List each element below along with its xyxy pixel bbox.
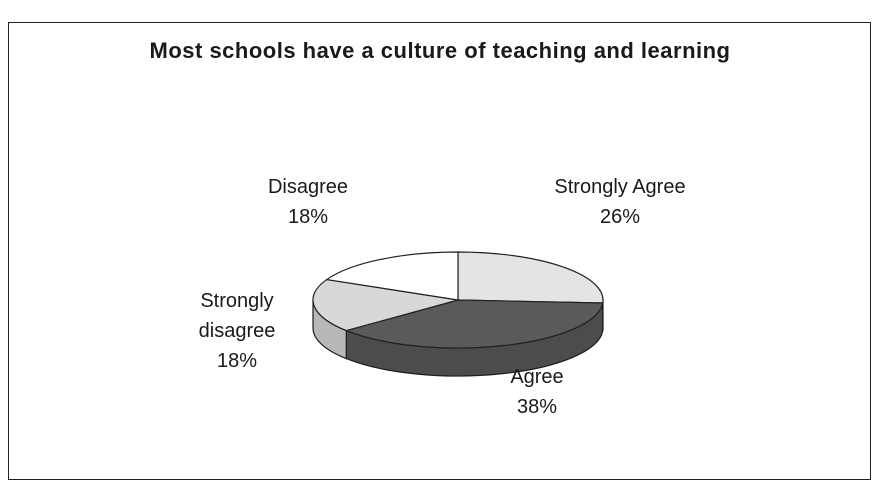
category-label: Strongly Agree	[554, 176, 686, 198]
value-label: 38%	[516, 396, 558, 418]
chart-title: Most schools have a culture of teaching …	[149, 38, 731, 63]
chart-frame	[8, 22, 871, 480]
value-label: 26%	[599, 206, 641, 228]
value-label: 18%	[216, 350, 258, 372]
data-label: Strongly disagree 18%	[162, 286, 312, 376]
category-label: Strongly disagree	[198, 290, 276, 342]
value-label: 18%	[287, 206, 329, 228]
slice	[325, 251, 459, 301]
category-label: Agree	[510, 366, 564, 388]
data-label: Agree 38%	[462, 362, 612, 422]
data-label: Disagree 18%	[233, 172, 383, 232]
slice	[312, 278, 459, 332]
category-label: Disagree	[267, 176, 349, 198]
data-label: Strongly Agree 26%	[545, 172, 695, 232]
slice	[344, 299, 604, 349]
slice	[457, 251, 604, 304]
